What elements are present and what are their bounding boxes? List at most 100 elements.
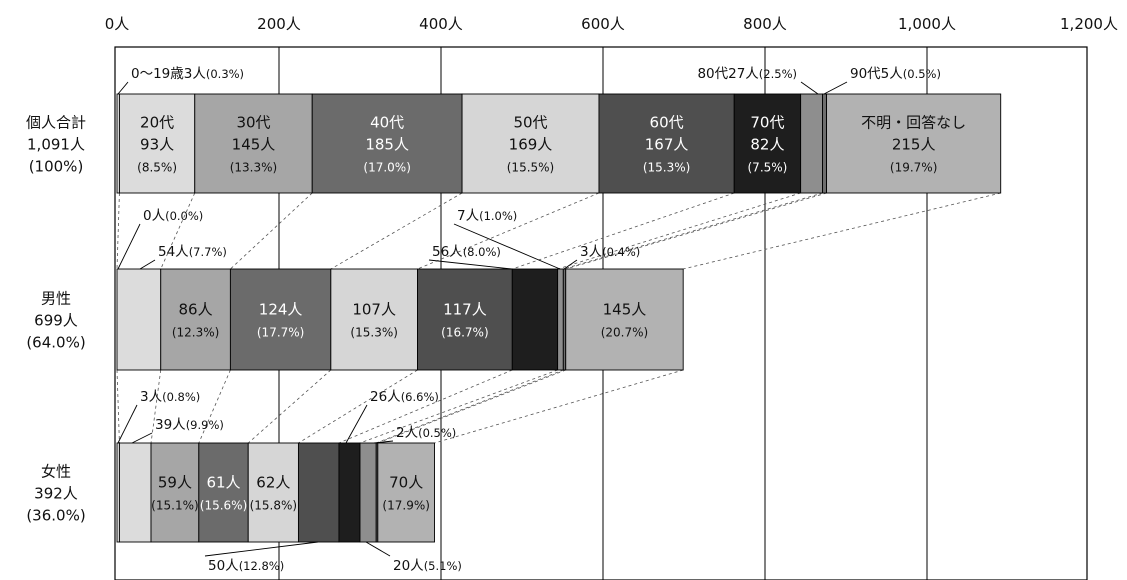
segment-label: 185人 bbox=[365, 136, 409, 154]
callout-percent: (8.0%) bbox=[463, 245, 501, 259]
callout-label: 56人(8.0%) bbox=[432, 244, 501, 260]
callout-count: 26人 bbox=[370, 389, 401, 405]
callout-leader bbox=[563, 259, 578, 270]
connector-line bbox=[116, 369, 120, 444]
x-tick-label: 0人 bbox=[105, 15, 130, 33]
callout-leader bbox=[117, 223, 141, 270]
segment-label: 167人 bbox=[645, 136, 689, 154]
segment-label: 117人 bbox=[443, 301, 487, 319]
callout-leader bbox=[428, 259, 513, 270]
segment-label: (15.5%) bbox=[507, 161, 554, 175]
connector-line bbox=[116, 192, 120, 270]
callout-percent: (9.9%) bbox=[186, 418, 224, 432]
connector-line bbox=[160, 192, 196, 270]
callout-count: 50人 bbox=[208, 558, 239, 574]
callout-label: 7人(1.0%) bbox=[457, 208, 517, 224]
callout-label: 90代5人(0.5%) bbox=[850, 66, 941, 82]
segment-label: (20.7%) bbox=[601, 326, 648, 340]
segment-label: 50代 bbox=[513, 114, 547, 132]
segment-label: (12.3%) bbox=[172, 326, 219, 340]
callout-leader bbox=[365, 541, 391, 557]
segment-label: (16.7%) bbox=[441, 326, 488, 340]
callout-percent: (5.1%) bbox=[424, 559, 462, 573]
connector-line bbox=[330, 192, 463, 270]
segment-label: (17.7%) bbox=[257, 326, 304, 340]
callout-label: 20人(5.1%) bbox=[393, 558, 462, 574]
segment-label: 62人 bbox=[256, 474, 290, 492]
connector-line bbox=[377, 369, 566, 444]
bar-segment bbox=[598, 93, 735, 194]
callout-leader bbox=[117, 404, 138, 444]
bar-segment bbox=[160, 268, 231, 371]
callout-percent: (0.0%) bbox=[165, 209, 203, 223]
segment-label: 93人 bbox=[140, 136, 174, 154]
segment-label: 169人 bbox=[509, 136, 553, 154]
segment-label: 30代 bbox=[236, 114, 270, 132]
segment-label: (13.3%) bbox=[230, 161, 277, 175]
segment-label: 86人 bbox=[179, 301, 213, 319]
callout-label: 50人(12.8%) bbox=[208, 558, 284, 574]
callout-label: 39人(9.9%) bbox=[155, 417, 224, 433]
bar-segment bbox=[229, 268, 332, 371]
callout-leader bbox=[800, 81, 819, 95]
callout-percent: (7.7%) bbox=[189, 245, 227, 259]
segment-label: 61人 bbox=[206, 474, 240, 492]
bar-segment bbox=[511, 268, 559, 371]
row-label: 女性 bbox=[41, 463, 71, 481]
callout-leader bbox=[453, 223, 561, 270]
bar-segment bbox=[417, 268, 513, 371]
connector-line bbox=[417, 192, 600, 270]
connector-line bbox=[683, 192, 1001, 270]
callout-count: 3人 bbox=[140, 389, 163, 405]
callout-label: 3人(0.8%) bbox=[140, 389, 200, 405]
bar-segment bbox=[118, 93, 196, 194]
connector-line bbox=[198, 369, 231, 444]
segment-label: (15.3%) bbox=[643, 161, 690, 175]
segment-label: (19.7%) bbox=[890, 161, 937, 175]
segment-label: 145人 bbox=[603, 301, 647, 319]
callout-count: 7人 bbox=[457, 208, 480, 224]
segment-label: 40代 bbox=[370, 114, 404, 132]
row-label: 699人 bbox=[34, 312, 78, 330]
bar-segment bbox=[194, 93, 313, 194]
segment-label: 不明・回答なし bbox=[861, 114, 966, 132]
callout-leader bbox=[131, 432, 153, 444]
callout-leader bbox=[345, 404, 368, 444]
segment-label: (17.9%) bbox=[382, 499, 429, 513]
callout-count: 3人 bbox=[580, 244, 603, 260]
bar-segment bbox=[247, 442, 299, 543]
segment-label: (15.1%) bbox=[151, 499, 198, 513]
callout-percent: (0.5%) bbox=[418, 426, 456, 440]
callout-count: 90代5人 bbox=[850, 66, 903, 82]
bar-segment bbox=[557, 268, 564, 371]
segment-label: 215人 bbox=[892, 136, 936, 154]
segment-label: (17.0%) bbox=[363, 161, 410, 175]
callout-leader bbox=[373, 440, 394, 444]
bar-segment bbox=[116, 268, 162, 371]
segment-label: (8.5%) bbox=[137, 161, 177, 175]
callout-label: 54人(7.7%) bbox=[158, 244, 227, 260]
connector-line bbox=[557, 192, 801, 270]
callout-percent: (0.5%) bbox=[903, 67, 941, 81]
segment-label: 124人 bbox=[259, 301, 303, 319]
callout-percent: (0.8%) bbox=[162, 390, 200, 404]
bar-segment bbox=[461, 93, 600, 194]
x-tick-label: 800人 bbox=[743, 15, 787, 33]
bar-segment bbox=[338, 442, 361, 543]
x-tick-label: 200人 bbox=[257, 15, 301, 33]
row-label: (36.0%) bbox=[26, 507, 85, 525]
callout-leader bbox=[117, 81, 129, 95]
x-tick-label: 400人 bbox=[419, 15, 463, 33]
callout-count: 20人 bbox=[393, 558, 424, 574]
callout-label: 26人(6.6%) bbox=[370, 389, 439, 405]
connector-line bbox=[434, 369, 684, 444]
callout-leader bbox=[823, 81, 848, 95]
callout-percent: (0.4%) bbox=[602, 245, 640, 259]
callout-percent: (2.5%) bbox=[759, 67, 797, 81]
bar-segment bbox=[359, 442, 377, 543]
x-tick-label: 1,000人 bbox=[898, 15, 956, 33]
bar-segment bbox=[198, 442, 249, 543]
callout-leader bbox=[204, 541, 319, 557]
bar-segment bbox=[150, 442, 200, 543]
